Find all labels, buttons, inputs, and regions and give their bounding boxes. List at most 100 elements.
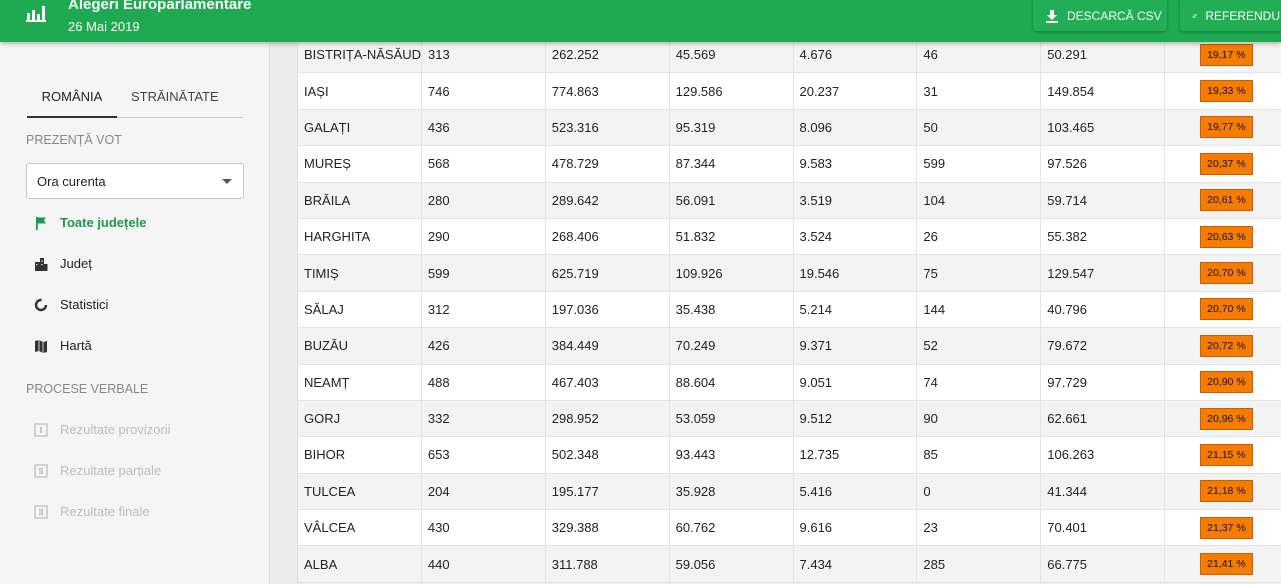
turnout-badge: 20,72 % [1200,334,1253,357]
table-cell: 467.403 [546,364,670,400]
county-name-cell: SĂLAJ [298,291,422,328]
turnout-cell: 21,37 % [1165,510,1281,545]
table-cell: 0 [917,473,1042,510]
table-cell: 35.928 [670,473,794,510]
tab-strainatate[interactable]: STRĂINĂTATE [131,89,219,104]
turnout-cell: 20,72 % [1165,328,1281,363]
table-row: IAȘI 746 774.863 129.586 20.237 31 149.854 19,3… [298,73,1281,110]
table-cell: 5.214 [794,291,918,328]
flag-icon [36,216,46,230]
tab-romania[interactable]: ROMÂNIA [27,85,117,118]
turnout-badge: 20,37 % [1200,152,1253,175]
table-cell: 195.177 [546,473,670,510]
county-name-cell: ALBA [298,546,422,582]
download-icon [1046,9,1058,23]
table-cell: 9.583 [794,146,918,182]
table-cell: 35.438 [670,291,794,328]
turnout-cell: 20,90 % [1165,365,1281,400]
table-cell: 95.319 [670,109,794,146]
county-name-cell: IAȘI [298,73,422,109]
table-cell: 50.291 [1041,37,1166,73]
table-row: BUZĂU 426 384.449 70.249 9.371 52 79.672 20,72 … [298,328,1281,365]
city-icon [35,257,48,271]
table-cell: 502.348 [546,437,670,473]
time-select[interactable]: Ora curenta [26,163,244,199]
table-row: GALAȚI 436 523.316 95.319 8.096 50 103.465 19,7… [298,109,1281,147]
turnout-badge: 20,96 % [1200,407,1253,430]
table-cell: 41.344 [1041,473,1166,510]
document-2-icon [34,463,48,478]
county-name-cell: BUZĂU [298,328,422,364]
turnout-badge: 20,63 % [1200,225,1253,248]
table-cell: 23 [917,510,1042,546]
table-cell: 311.788 [546,546,670,582]
table-cell: 59.714 [1041,182,1166,218]
table-cell: 144 [917,291,1042,328]
download-csv-button[interactable]: DESCARCĂ CSV [1033,0,1167,31]
nav-statistics[interactable]: Statistici [34,297,108,312]
table-cell: 59.056 [670,546,794,582]
nav-provisional-results[interactable]: Rezultate provizorii [34,422,171,437]
nav-final-results[interactable]: Rezultate finale [34,504,150,519]
county-name-cell: BISTRIȚA-NĂSĂUD [298,37,422,73]
table-cell: 104 [917,182,1042,218]
table-cell: 384.449 [546,328,670,364]
table-row: SĂLAJ 312 197.036 35.438 5.214 144 40.796 20,70… [298,291,1281,329]
county-name-cell: GALAȚI [298,109,422,146]
nav-label: Toate județele [60,215,147,230]
table-row: BRĂILA 280 289.642 56.091 3.519 104 59.714 20,6… [298,182,1281,219]
nav-map[interactable]: Hartă [34,338,92,353]
table-cell: 74 [917,364,1042,400]
turnout-badge: 21,15 % [1200,443,1253,466]
county-name-cell: TULCEA [298,473,422,510]
table-cell: 4.676 [794,37,918,73]
app-header: Alegeri Europarlamentare 26 Mai 2019 DES… [0,0,1281,42]
turnout-badge: 20,70 % [1200,262,1253,285]
table-cell: 9.616 [794,510,918,546]
document-3-icon [34,504,48,519]
table-cell: 79.672 [1041,328,1166,364]
section-title-vote: PREZENȚĂ VOT [26,133,122,147]
turnout-cell: 20,70 % [1165,255,1281,290]
table-row: BIHOR 653 502.348 93.443 12.735 85 106.263 21,1… [298,437,1281,474]
turnout-badge: 19,17 % [1200,43,1253,66]
table-row: GORJ 332 298.952 53.059 9.512 90 62.661 20,96 % [298,400,1281,438]
referendum-label: REFERENDUM [1205,8,1281,23]
referendum-button[interactable]: REFERENDUM [1180,0,1281,31]
table-cell: 478.729 [546,146,670,182]
turnout-cell: 19,17 % [1165,37,1281,72]
table-cell: 280 [422,182,546,218]
county-name-cell: GORJ [298,400,422,437]
county-name-cell: BRĂILA [298,182,422,218]
turnout-badge: 20,70 % [1200,298,1253,321]
table-row: TIMIȘ 599 625.719 109.926 19.546 75 129.547 20,… [298,255,1281,292]
table-cell: 66.775 [1041,546,1166,582]
county-name-cell: TIMIȘ [298,255,422,291]
table-cell: 70.249 [670,328,794,364]
table-cell: 312 [422,291,546,328]
nav-all-counties[interactable]: Toate județele [34,215,146,230]
table-cell: 3.524 [794,218,918,255]
nav-label: Statistici [60,297,109,312]
swap-icon [1192,13,1197,18]
turnout-cell: 19,77 % [1165,110,1281,145]
nav-county[interactable]: Județ [34,256,92,271]
table-cell: 19.546 [794,255,918,291]
table-cell: 31 [917,73,1042,109]
caret-down-icon [222,179,232,184]
table-cell: 262.252 [546,37,670,73]
table-cell: 290 [422,218,546,255]
table-row: VÂLCEA 430 329.388 60.762 9.616 23 70.401 21,37… [298,510,1281,547]
table-cell: 9.512 [794,400,918,437]
turnout-badge: 19,77 % [1200,116,1253,139]
county-name-cell: VÂLCEA [298,510,422,546]
table-cell: 97.526 [1041,146,1166,182]
nav-partial-results[interactable]: Rezultate parțiale [34,463,161,478]
table-cell: 129.547 [1041,255,1166,291]
table-row: MUREȘ 568 478.729 87.344 9.583 599 97.526 20,37… [298,146,1281,183]
table-cell: 746 [422,73,546,109]
turnout-cell: 21,18 % [1165,474,1281,509]
donut-icon [34,298,48,311]
table-cell: 268.406 [546,218,670,255]
map-icon [35,339,47,353]
